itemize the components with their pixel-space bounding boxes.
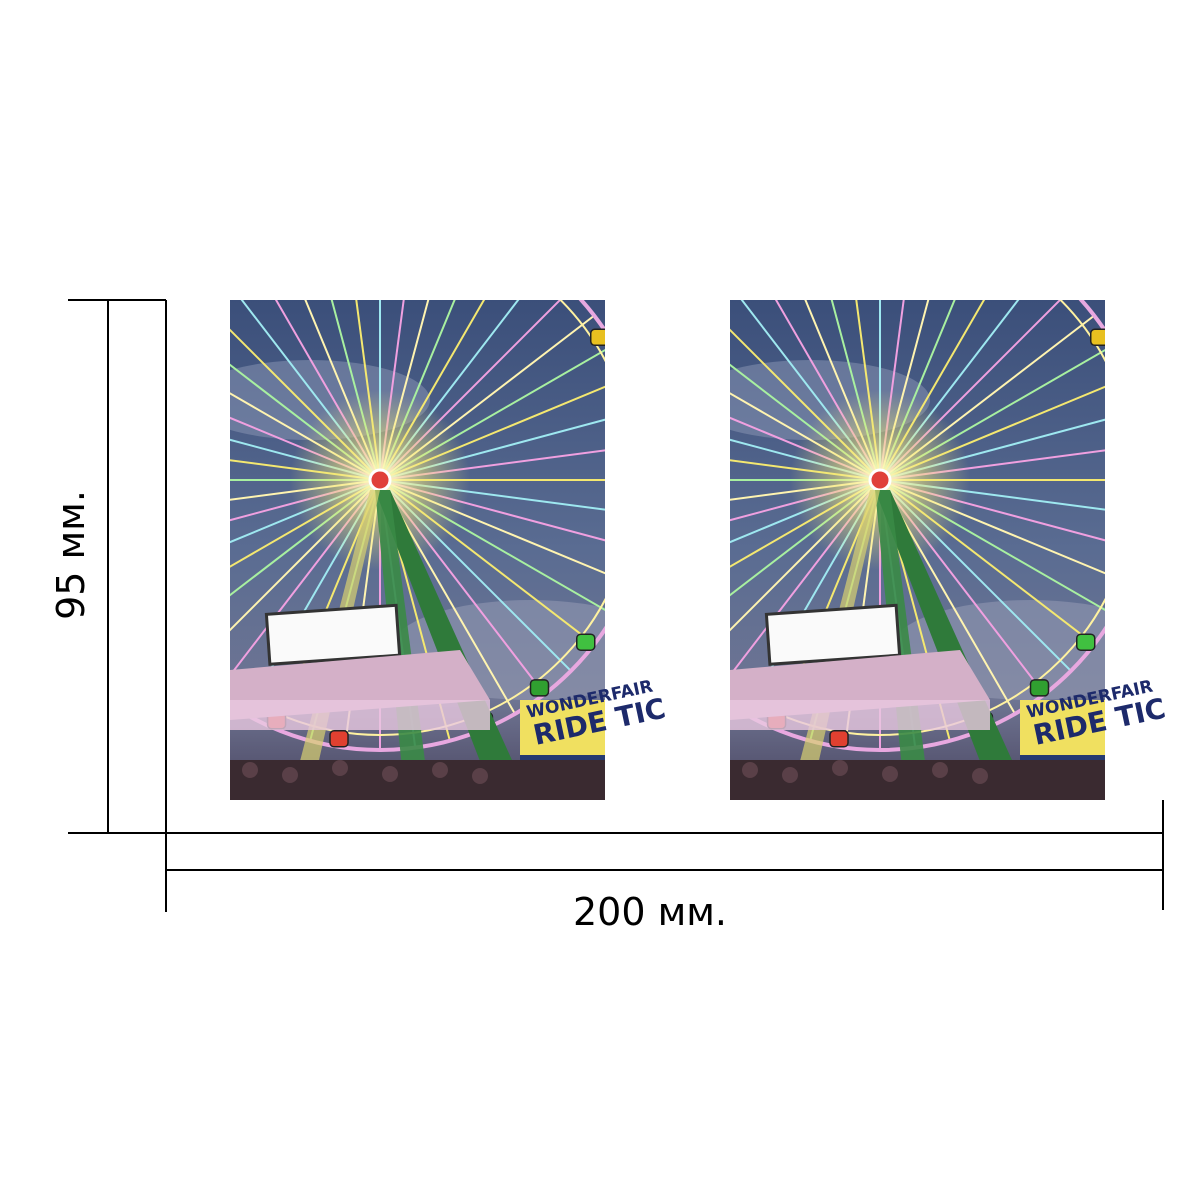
height-label: 95 мм. [49, 490, 93, 620]
width-label: 200 мм. [573, 890, 727, 934]
photo-right: WONDERFAIR RIDE TIC [610, 210, 1170, 800]
dimension-lines [68, 299, 1164, 912]
photo-left: WONDERFAIR RIDE TIC [110, 210, 670, 800]
